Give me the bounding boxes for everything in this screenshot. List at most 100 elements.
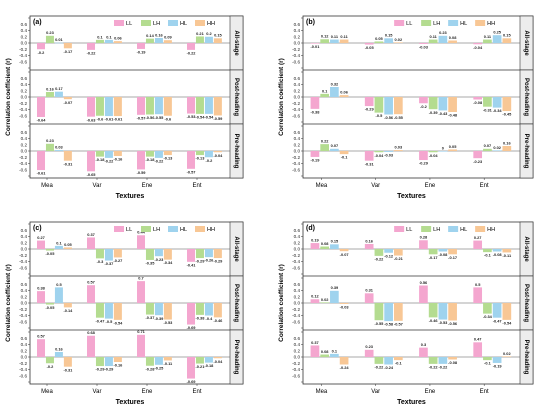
y-tick-label: 0.4 <box>21 288 28 293</box>
data-label: -0.54 <box>502 320 512 325</box>
bar-lh-ene <box>145 357 154 366</box>
data-label: -0.18 <box>146 157 156 162</box>
bar-hl-ent <box>204 357 213 363</box>
data-label: -0.03 <box>384 153 394 158</box>
bar-hl-ene <box>438 151 448 152</box>
data-label: -0.37 <box>146 315 155 320</box>
x-tick-label: Var <box>93 183 102 189</box>
y-tick-label: 0.2 <box>294 348 301 353</box>
bar-ll-var <box>364 349 374 357</box>
bar-hh-mea <box>63 43 72 49</box>
data-label: -0.04 <box>473 45 483 50</box>
y-tick-label: 0.0 <box>21 301 28 306</box>
bar-lh-ene <box>428 357 438 364</box>
data-label: -0.5 <box>106 319 114 324</box>
data-label: 0.08 <box>321 241 329 246</box>
bar-hl-var <box>104 303 113 319</box>
data-label: 0.16 <box>46 86 54 91</box>
bar-lh-mea <box>45 143 54 151</box>
bar-hh-ene <box>163 151 172 156</box>
data-label: 0.16 <box>503 140 511 145</box>
data-label: -0.5 <box>376 113 384 118</box>
y-tick-label: -0.4 <box>292 107 300 112</box>
data-label: -0.39 <box>154 316 164 321</box>
legend-swatch-ll <box>394 20 405 26</box>
data-label: 0.11 <box>429 34 437 39</box>
bar-ll-ent <box>473 240 483 249</box>
data-label: -0.11 <box>503 253 512 258</box>
y-tick-label: 0.6 <box>21 336 28 341</box>
data-label: -0.45 <box>502 112 512 117</box>
bar-hh-ent <box>213 151 222 153</box>
panel-a: All-stage0.60.40.20.0-0.2-0.4-0.6-0.20.2… <box>5 15 244 200</box>
bar-ll-ene <box>137 43 145 49</box>
legend-swatch-ll <box>394 226 405 232</box>
bar-ll-ene <box>419 347 428 357</box>
data-label: -0.2 <box>420 104 428 109</box>
y-tick-label: 0.4 <box>294 288 301 293</box>
y-tick-label: 0.0 <box>294 149 301 154</box>
bar-hh-ene <box>448 303 457 321</box>
data-label: -0.29 <box>96 367 106 372</box>
bar-hh-ent <box>213 97 222 116</box>
data-label: -0.13 <box>163 156 173 161</box>
y-tick-label: 0.2 <box>294 240 301 245</box>
data-label: 0.07 <box>484 143 492 148</box>
bar-lh-ent <box>195 249 204 259</box>
bar-hh-ent <box>213 303 222 318</box>
y-tick-label: -0.4 <box>292 313 300 318</box>
data-label: 0.11 <box>484 34 492 39</box>
bar-hl-ene <box>154 303 163 316</box>
data-label: -0.07 <box>340 252 349 257</box>
y-tick-label: -0.2 <box>292 253 300 258</box>
x-axis-title: Textures <box>397 193 426 200</box>
bar-ll-mea <box>37 240 45 249</box>
panel-d: All-stage0.60.40.20.0-0.2-0.4-0.60.190.0… <box>278 221 534 406</box>
bar-hl-ene <box>438 249 448 252</box>
bar-hl-mea <box>330 148 339 151</box>
data-label: -0.47 <box>96 318 105 323</box>
data-label: -0.08 <box>438 252 448 257</box>
x-axis-title: Textures <box>397 399 426 406</box>
panel-label: (d) <box>306 225 315 232</box>
data-label: -0.2 <box>206 158 214 163</box>
bar-lh-var <box>95 249 104 259</box>
data-label: -0.57 <box>137 115 146 120</box>
bar-ll-ene <box>419 285 428 303</box>
facet-label: Pre-heading <box>523 134 529 169</box>
bar-ll-mea <box>310 151 320 157</box>
data-label: 0.7 <box>138 276 143 281</box>
y-tick-label: 0.4 <box>294 136 301 141</box>
bar-hl-ent <box>204 303 213 316</box>
legend-swatch-hl <box>448 226 459 232</box>
data-label: -0.12 <box>384 253 394 258</box>
data-label: -0.34 <box>483 314 493 319</box>
y-tick-label: 0.4 <box>294 342 301 347</box>
legend-entry-hl: HL <box>180 227 187 233</box>
bar-ll-mea <box>310 299 320 303</box>
bar-hl-ene <box>154 97 163 115</box>
bar-lh-ent <box>483 39 492 43</box>
panel-label: (a) <box>33 19 42 26</box>
data-label: -0.21 <box>196 364 206 369</box>
bar-lh-var <box>95 357 104 367</box>
data-label: -0.58 <box>384 322 394 327</box>
data-label: -0.61 <box>37 171 47 176</box>
data-label: -0.22 <box>374 364 384 369</box>
y-tick-label: 0.4 <box>21 136 28 141</box>
data-label: 0.03 <box>55 144 63 149</box>
x-tick-label: Mea <box>316 183 328 189</box>
y-tick-label: 0.0 <box>21 95 28 100</box>
bar-lh-ene <box>428 151 438 153</box>
bar-hl-mea <box>330 244 339 249</box>
data-label: -0.6 <box>165 116 173 121</box>
y-tick-label: 0.2 <box>294 88 301 93</box>
bar-ll-ent <box>473 97 483 100</box>
y-tick-label: 0.6 <box>21 76 28 81</box>
bar-ll-var <box>364 293 374 303</box>
bar-ll-var <box>364 43 374 45</box>
data-label: -0.56 <box>146 115 156 120</box>
data-label: -0.43 <box>438 111 448 116</box>
data-label: -0.17 <box>448 255 457 260</box>
bar-ll-ene <box>137 151 145 170</box>
